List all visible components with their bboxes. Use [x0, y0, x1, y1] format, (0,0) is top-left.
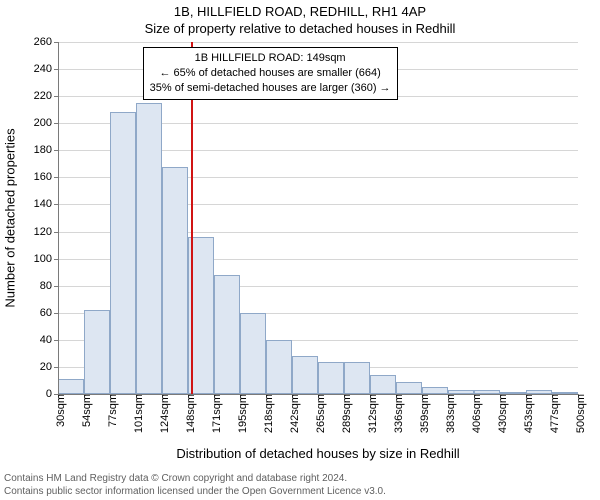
y-tick-label: 180	[34, 144, 58, 156]
y-tick-label: 240	[34, 63, 58, 75]
histogram-bar	[318, 362, 344, 394]
y-tick-label: 260	[34, 36, 58, 48]
histogram-bar	[162, 167, 188, 394]
x-tick-label: 30sqm	[49, 394, 67, 427]
y-axis-title: Number of detached properties	[3, 128, 18, 307]
x-tick-label: 242sqm	[283, 394, 301, 433]
x-tick-label: 148sqm	[179, 394, 197, 433]
y-tick-label: 140	[34, 198, 58, 210]
y-tick-label: 40	[40, 334, 58, 346]
x-tick-label: 312sqm	[361, 394, 379, 433]
y-tick-label: 100	[34, 253, 58, 265]
histogram-bar	[214, 275, 240, 394]
x-tick-label: 54sqm	[75, 394, 93, 427]
x-tick-label: 265sqm	[309, 394, 327, 433]
y-tick-label: 80	[40, 280, 58, 292]
histogram-bar	[344, 362, 370, 394]
x-tick-label: 477sqm	[543, 394, 561, 433]
y-tick-label: 20	[40, 361, 58, 373]
x-tick-label: 500sqm	[569, 394, 587, 433]
chart-container: 1B, HILLFIELD ROAD, REDHILL, RH1 4AP Siz…	[0, 0, 600, 500]
y-tick-label: 200	[34, 117, 58, 129]
x-tick-label: 77sqm	[101, 394, 119, 427]
x-tick-label: 171sqm	[205, 394, 223, 433]
x-tick-label: 453sqm	[517, 394, 535, 433]
x-tick-label: 359sqm	[413, 394, 431, 433]
x-tick-label: 124sqm	[153, 394, 171, 433]
x-tick-label: 383sqm	[439, 394, 457, 433]
histogram-bar	[84, 310, 110, 394]
y-tick-label: 160	[34, 171, 58, 183]
x-axis-title: Distribution of detached houses by size …	[58, 446, 578, 461]
histogram-bar	[370, 375, 396, 394]
footer-line-2: Contains public sector information licen…	[4, 486, 386, 499]
annotation-line: ← 65% of detached houses are smaller (66…	[150, 66, 391, 81]
y-tick-label: 220	[34, 90, 58, 102]
x-tick-label: 195sqm	[231, 394, 249, 433]
y-axis-line	[58, 42, 59, 394]
histogram-bar	[266, 340, 292, 394]
x-tick-label: 336sqm	[387, 394, 405, 433]
y-tick-label: 60	[40, 307, 58, 319]
annotation-line: 1B HILLFIELD ROAD: 149sqm	[150, 51, 391, 66]
chart-title-main: 1B, HILLFIELD ROAD, REDHILL, RH1 4AP	[0, 0, 600, 19]
x-tick-label: 218sqm	[257, 394, 275, 433]
histogram-bar	[422, 387, 448, 394]
footer-line-1: Contains HM Land Registry data © Crown c…	[4, 473, 386, 486]
annotation-line: 35% of semi-detached houses are larger (…	[150, 81, 391, 96]
annotation-box: 1B HILLFIELD ROAD: 149sqm← 65% of detach…	[143, 47, 398, 100]
footer-attribution: Contains HM Land Registry data © Crown c…	[4, 473, 386, 498]
histogram-bar	[396, 382, 422, 394]
y-tick-label: 120	[34, 226, 58, 238]
x-axis-line	[58, 394, 578, 395]
plot-area: 02040608010012014016018020022024026030sq…	[58, 42, 578, 394]
x-tick-label: 289sqm	[335, 394, 353, 433]
histogram-bar	[136, 103, 162, 394]
x-tick-label: 430sqm	[491, 394, 509, 433]
histogram-bar	[110, 112, 136, 394]
histogram-bar	[58, 379, 84, 394]
x-tick-label: 101sqm	[127, 394, 145, 433]
gridline-h	[58, 42, 578, 43]
histogram-bar	[292, 356, 318, 394]
x-tick-label: 406sqm	[465, 394, 483, 433]
histogram-bar	[240, 313, 266, 394]
chart-title-sub: Size of property relative to detached ho…	[0, 19, 600, 40]
